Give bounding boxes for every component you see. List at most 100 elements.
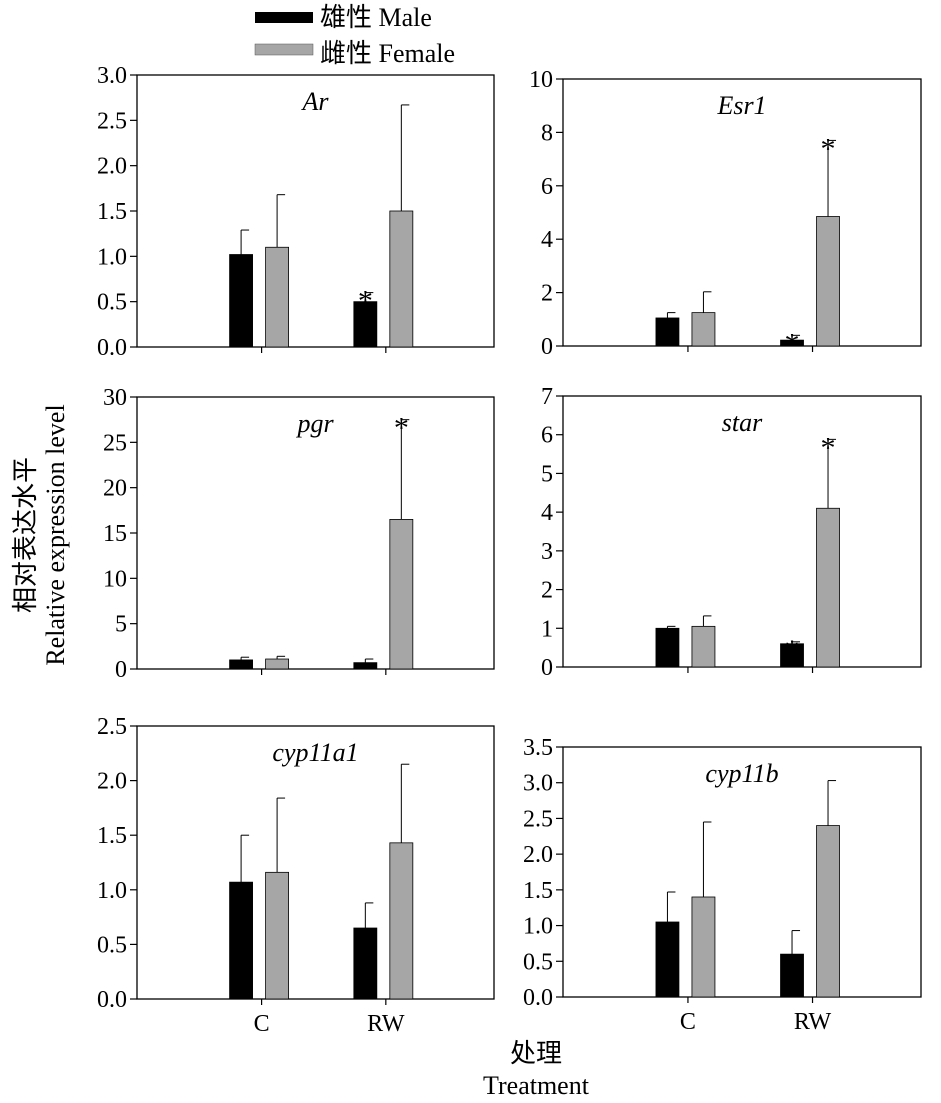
bar-ar-female-c — [265, 246, 289, 348]
y-tick-label: 1.0 — [97, 878, 127, 904]
y-tick-label: 5 — [115, 612, 127, 638]
y-tick-label: 10 — [103, 566, 127, 592]
x-tick-label: RW — [367, 1011, 405, 1037]
bar-pgr-male-c — [229, 659, 253, 670]
x-tick-label: C — [254, 1011, 270, 1037]
y-tick-label: 10 — [529, 67, 553, 93]
bar-pgr-male-rw — [353, 662, 378, 670]
panel-cyp11b: 0.0 0.5 1.0 1.5 2.0 2.5 3.0 3.5 cyp11b C RW — [523, 735, 922, 1035]
y-tick-label: 4 — [541, 227, 553, 253]
bar-cyp11b-female-c — [691, 896, 716, 998]
y-tick-label: 8 — [541, 120, 553, 146]
y-tick-label: 2.5 — [97, 108, 127, 134]
bar-esr1-female-c — [691, 312, 716, 347]
y-tick-label: 1.5 — [97, 199, 127, 225]
legend-label-female: 雌性 Female — [320, 39, 455, 68]
y-tick-label: 7 — [541, 384, 553, 410]
legend-swatch-male — [255, 12, 313, 23]
bar-esr1-female-rw — [816, 216, 840, 347]
x-tick-label: C — [680, 1009, 696, 1035]
panel-title-pgr: pgr — [295, 409, 334, 438]
x-tick-label: RW — [794, 1009, 832, 1035]
x-axis-title-cn: 处理 — [510, 1039, 562, 1068]
y-tick-label: 2.0 — [97, 154, 127, 180]
plot-frame — [562, 746, 922, 998]
legend-swatch-female — [254, 43, 314, 56]
panel-title-cyp11b: cyp11b — [705, 759, 778, 788]
bar-pgr-female-rw — [389, 519, 414, 670]
significance-marker: * — [394, 412, 409, 445]
y-tick-label: 4 — [541, 500, 553, 526]
y-tick-label: 20 — [103, 476, 127, 502]
y-tick-label: 2.0 — [523, 842, 553, 868]
y-tick-label: 0.0 — [97, 335, 127, 361]
y-tick-label: 1 — [541, 616, 553, 642]
bar-cyp11a1-female-c — [265, 871, 289, 1000]
panel-title-esr1: Esr1 — [716, 91, 766, 120]
y-axis-title: 相对表达水平 Relative expression level — [11, 404, 70, 665]
bar-cyp11b-male-rw — [780, 953, 804, 998]
panel-ar: 0.0 0.5 1.0 1.5 2.0 2.5 3.0 Ar * — [97, 63, 495, 361]
bar-esr1-male-c — [655, 317, 680, 347]
x-axis-title-en: Treatment — [483, 1071, 590, 1100]
bar-pgr-female-c — [265, 658, 289, 670]
legend-label-male: 雄性 Male — [320, 3, 432, 32]
bar-star-male-rw — [780, 643, 804, 668]
significance-marker: * — [821, 132, 836, 165]
bar-esr1-male-rw — [780, 339, 804, 347]
y-tick-label: 0 — [541, 334, 553, 360]
bar-star-male-c — [655, 627, 680, 668]
y-tick-label: 0.5 — [97, 932, 127, 958]
y-tick-label: 0.5 — [97, 290, 127, 316]
y-tick-label: 1.5 — [523, 878, 553, 904]
significance-marker: * — [358, 285, 373, 318]
bar-cyp11b-male-c — [655, 921, 680, 998]
y-tick-label: 3.0 — [97, 63, 127, 89]
bar-cyp11a1-female-rw — [389, 842, 414, 1000]
significance-marker: * — [821, 431, 836, 464]
significance-marker: * — [785, 327, 800, 360]
panel-pgr: 0 5 10 15 20 25 30 pgr * — [103, 385, 495, 683]
y-tick-label: 2 — [541, 281, 553, 307]
panel-title-star: star — [722, 408, 763, 437]
y-tick-label: 3.5 — [523, 735, 553, 761]
bar-ar-female-rw — [389, 210, 414, 348]
y-tick-label: 1.0 — [523, 914, 553, 940]
y-tick-label: 0.0 — [523, 985, 553, 1011]
y-tick-label: 30 — [103, 385, 127, 411]
panel-title-ar: Ar — [301, 87, 330, 116]
panel-star: 0 1 2 3 4 5 6 7 star * * — [541, 384, 922, 681]
bar-star-female-rw — [816, 507, 840, 668]
y-tick-label: 1.5 — [97, 823, 127, 849]
y-tick-label: 2.0 — [97, 769, 127, 795]
y-tick-label: 0 — [541, 655, 553, 681]
bar-cyp11a1-male-rw — [353, 927, 378, 1000]
y-tick-label: 2 — [541, 578, 553, 604]
y-tick-label: 1.0 — [97, 244, 127, 270]
plot-frame — [562, 78, 922, 347]
plot-frame — [562, 395, 922, 668]
bar-ar-male-c — [229, 254, 253, 348]
y-tick-label: 6 — [541, 423, 553, 449]
y-tick-label: 5 — [541, 461, 553, 487]
plot-frame — [136, 725, 495, 1000]
bar-cyp11a1-male-c — [229, 881, 253, 1000]
bar-star-female-c — [691, 625, 716, 668]
y-tick-label: 2.5 — [97, 714, 127, 740]
panel-title-cyp11a1: cyp11a1 — [272, 738, 358, 767]
significance-marker: * — [785, 634, 800, 667]
y-tick-label: 6 — [541, 174, 553, 200]
y-tick-label: 0 — [115, 657, 127, 683]
y-tick-label: 3 — [541, 539, 553, 565]
panel-cyp11a1: 0.0 0.5 1.0 1.5 2.0 2.5 cyp11a1 C RW — [97, 714, 495, 1037]
y-axis-title-en: Relative expression level — [41, 404, 70, 665]
legend: 雄性 Male 雌性 Female — [254, 3, 455, 68]
y-tick-label: 0.0 — [97, 987, 127, 1013]
y-tick-label: 3.0 — [523, 771, 553, 797]
y-tick-label: 0.5 — [523, 949, 553, 975]
y-tick-label: 25 — [103, 430, 127, 456]
y-tick-label: 15 — [103, 521, 127, 547]
bar-cyp11b-female-rw — [816, 825, 840, 998]
y-axis-title-cn: 相对表达水平 — [11, 457, 40, 613]
